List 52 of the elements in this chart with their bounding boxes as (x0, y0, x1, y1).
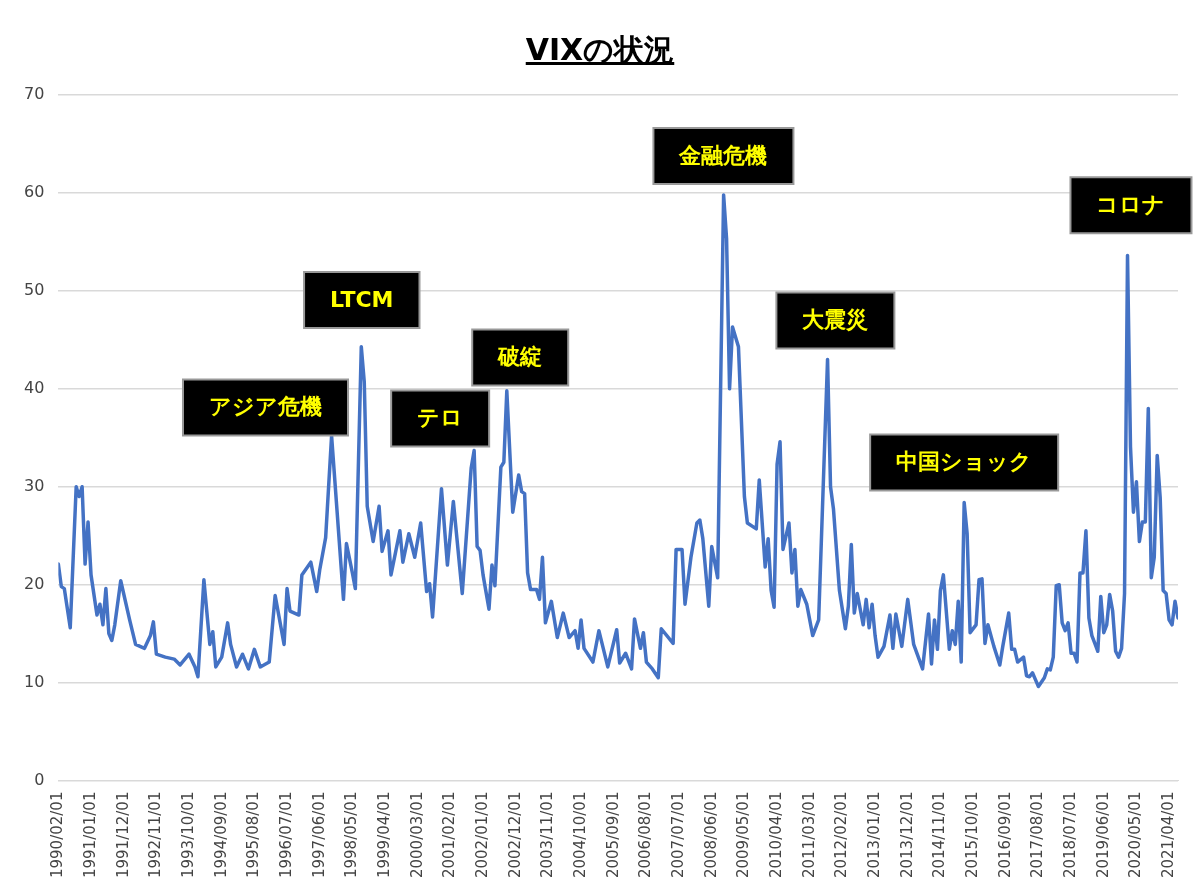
x-tick-label: 2000/03/01 (407, 791, 426, 879)
x-tick-label: 1994/09/01 (211, 791, 230, 879)
x-tick-label: 1993/10/01 (178, 791, 197, 879)
x-tick-label: 1990/02/01 (48, 791, 67, 879)
x-tick-label: 1992/11/01 (146, 791, 165, 879)
y-tick-label: 30 (24, 475, 45, 495)
x-tick-label: 2012/02/01 (832, 791, 851, 879)
x-tick-label: 2002/12/01 (505, 791, 524, 879)
x-tick-label: 2001/02/01 (440, 791, 459, 879)
annotation: アジア危機 (208, 394, 322, 420)
y-tick-label: 20 (24, 573, 45, 593)
y-tick-label: 40 (24, 377, 45, 397)
x-tick-label: 2016/09/01 (995, 791, 1014, 879)
x-tick-label: 2010/04/01 (766, 791, 785, 879)
annotation: テロ (417, 405, 464, 431)
x-tick-label: 2011/03/01 (799, 791, 818, 879)
x-tick-label: 2017/08/01 (1028, 791, 1047, 879)
x-tick-label: 2019/06/01 (1093, 791, 1112, 879)
x-tick-label: 2005/09/01 (603, 791, 622, 879)
x-tick-label: 2015/10/01 (962, 791, 981, 879)
x-tick-label: 1996/07/01 (276, 791, 295, 879)
y-tick-label: 10 (24, 671, 45, 691)
y-tick-label: 50 (24, 280, 45, 300)
x-tick-label: 2007/07/01 (668, 791, 687, 879)
chart-title: VIXの状況 (524, 31, 676, 69)
x-tick-label: 1991/01/01 (80, 791, 99, 879)
x-tick-label: 2008/06/01 (701, 791, 720, 879)
x-tick-label: 1997/06/01 (309, 791, 328, 879)
x-tick-label: 1995/08/01 (244, 791, 263, 879)
annotation: コロナ (1096, 192, 1166, 218)
x-tick-label: 2002/01/01 (472, 791, 491, 879)
x-tick-label: 2014/11/01 (930, 791, 949, 879)
annotation: 中国ショック (896, 449, 1033, 475)
annotation: LTCM (330, 286, 394, 312)
x-tick-label: 2013/01/01 (864, 791, 883, 879)
x-tick-label: 2009/05/01 (734, 791, 753, 879)
x-tick-label: 1999/04/01 (374, 791, 393, 879)
annotation: 破綻 (497, 344, 543, 370)
x-tick-label: 1991/12/01 (113, 791, 132, 879)
x-tick-label: 2013/12/01 (897, 791, 916, 879)
x-tick-label: 2004/10/01 (570, 791, 589, 879)
y-tick-label: 70 (24, 84, 45, 104)
x-tick-label: 2003/11/01 (538, 791, 557, 879)
y-tick-label: 60 (24, 182, 45, 202)
annotation: 金融危機 (678, 142, 768, 168)
y-tick-label: 0 (34, 769, 45, 789)
x-tick-label: 2018/07/01 (1060, 791, 1079, 879)
x-tick-label: 2020/05/01 (1126, 791, 1145, 879)
x-tick-label: 2021/04/01 (1158, 791, 1177, 879)
x-tick-label: 1998/05/01 (342, 791, 361, 879)
annotation: 大震災 (802, 307, 869, 333)
x-tick-label: 2006/08/01 (636, 791, 655, 879)
